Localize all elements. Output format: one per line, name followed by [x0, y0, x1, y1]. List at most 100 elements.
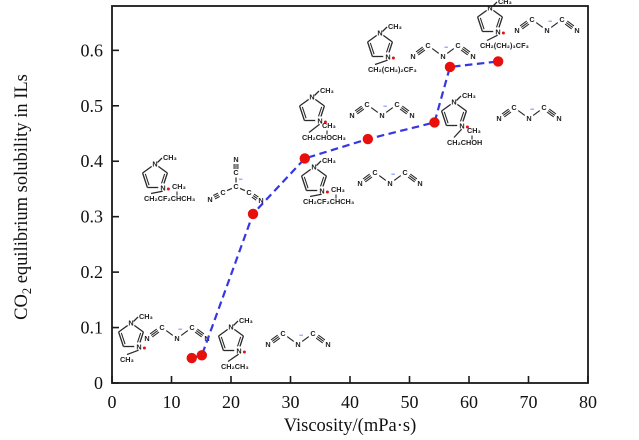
x-tick-label: 60	[460, 392, 478, 412]
anion-atom: C	[189, 323, 195, 332]
label-halo	[315, 116, 324, 125]
data-point	[299, 153, 310, 164]
bond	[217, 335, 225, 351]
bond	[504, 111, 512, 118]
ring-nitrogen: N	[487, 4, 492, 13]
positive-charge-mark	[325, 190, 329, 194]
bond	[273, 337, 281, 344]
anion-atom: N	[514, 26, 519, 35]
label-halo	[150, 159, 160, 169]
anion-atom: N	[357, 179, 362, 188]
data-point	[196, 350, 208, 361]
bond	[301, 106, 307, 119]
bond	[501, 108, 509, 115]
y-tick-label: 0.5	[81, 96, 104, 116]
anion-atom: N	[349, 111, 354, 120]
bond	[407, 176, 415, 183]
bond	[385, 107, 394, 113]
data-point	[186, 352, 197, 364]
anion-atom: N	[496, 114, 501, 123]
bond	[369, 42, 375, 55]
bond	[354, 105, 362, 112]
bond	[271, 336, 280, 342]
negative-charge-mark: −	[548, 19, 552, 26]
bond	[315, 337, 323, 344]
x-axis-title: Viscosity/(mPa·s)	[284, 416, 417, 436]
methyl-label: CH₃	[139, 312, 153, 321]
bond	[549, 108, 557, 115]
anion-atom: C	[233, 182, 239, 191]
anion-atom: N	[233, 155, 238, 164]
bond	[461, 48, 470, 54]
chain-label: CH₂(CH₂)₂CF₃	[368, 65, 417, 74]
bond	[214, 196, 220, 200]
bond	[239, 187, 246, 192]
bond	[213, 192, 219, 196]
bond	[502, 110, 511, 116]
bond	[152, 331, 160, 338]
bond	[408, 175, 417, 181]
positive-charge-mark	[242, 350, 246, 354]
x-tick-label: 20	[222, 392, 240, 412]
anion-atom: C	[159, 323, 165, 332]
bond	[150, 330, 159, 336]
anion-atom: C	[402, 168, 408, 177]
bond	[141, 172, 149, 188]
bond	[522, 23, 530, 30]
bond	[117, 331, 125, 347]
positive-charge-mark	[501, 31, 505, 35]
bond	[550, 22, 559, 28]
bond	[213, 194, 220, 198]
anion-atom: N	[417, 179, 422, 188]
ring-nitrogen: N	[311, 163, 316, 172]
ring-nitrogen: N	[309, 93, 314, 102]
bond	[382, 26, 388, 32]
bond	[393, 175, 402, 181]
methyl-label: CH₃	[388, 22, 402, 31]
x-tick-label: 30	[282, 392, 300, 412]
ring-nitrogen: N	[377, 29, 382, 38]
bond	[251, 196, 257, 201]
bond	[194, 331, 202, 338]
x-tick-label: 50	[401, 392, 419, 412]
bond	[357, 108, 365, 115]
bond	[410, 173, 418, 180]
anion-atom: N	[265, 340, 270, 349]
positive-charge-mark	[323, 120, 327, 124]
bond	[463, 46, 471, 53]
bond	[564, 23, 572, 30]
chain-label: CH₃	[120, 355, 134, 364]
x-tick-label: 40	[341, 392, 359, 412]
data-point	[444, 61, 456, 73]
y-tick-label: 0	[94, 373, 103, 393]
bond	[355, 107, 364, 113]
bond	[303, 176, 309, 189]
x-tick-label: 80	[579, 392, 597, 412]
label-halo	[226, 322, 236, 332]
label-halo	[158, 183, 168, 192]
bond	[253, 193, 259, 198]
ring-nitrogen: N	[152, 160, 157, 169]
bond	[443, 111, 449, 124]
positive-charge-mark	[391, 56, 395, 60]
x-tick-label: 0	[108, 392, 117, 412]
ring-nitrogen: N	[228, 323, 233, 332]
bond	[399, 108, 407, 115]
anion-atom: C	[246, 188, 252, 197]
bond	[460, 49, 468, 56]
label-halo	[493, 27, 502, 36]
branch-methyl-label: CH₃	[467, 126, 481, 135]
branch-methyl-label: CH₃	[322, 121, 336, 130]
methyl-label: CH₃	[163, 153, 177, 162]
label-halo	[317, 186, 326, 195]
branch-methyl-label: CH₃	[331, 185, 345, 194]
bond	[120, 332, 126, 345]
ring-nitrogen-cation: N	[136, 342, 141, 351]
bond	[416, 48, 425, 54]
negative-charge-mark: −	[299, 333, 303, 340]
bond	[180, 330, 189, 336]
bond	[546, 111, 554, 118]
